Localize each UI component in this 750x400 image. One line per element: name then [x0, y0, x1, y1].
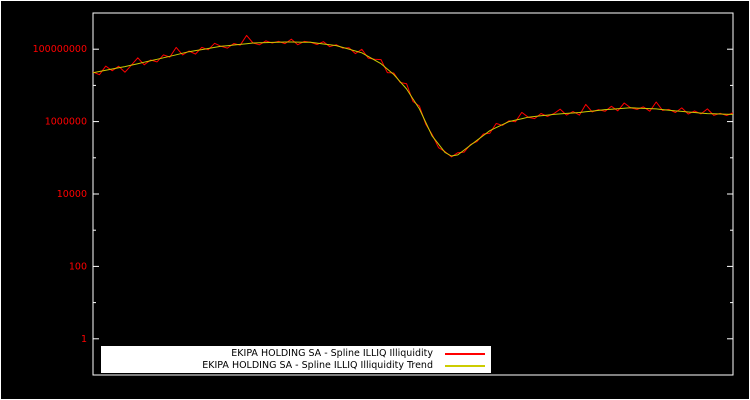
- plot-border: [92, 12, 734, 376]
- y-tick-label: 1000000: [45, 117, 87, 128]
- y-tick-label: 100000000: [33, 44, 87, 55]
- y-tick-label: 1: [81, 334, 87, 345]
- y-tick-label: 10000: [57, 189, 87, 200]
- legend: EKIPA HOLDING SA - Spline ILLIQ Illiquid…: [101, 346, 491, 373]
- legend-entry-label: EKIPA HOLDING SA - Spline ILLIQ Illiquid…: [202, 359, 433, 371]
- legend-line-sample: [445, 364, 485, 367]
- legend-entry-label: EKIPA HOLDING SA - Spline ILLIQ Illiquid…: [231, 347, 433, 359]
- legend-entry: EKIPA HOLDING SA - Spline ILLIQ Illiquid…: [105, 360, 487, 372]
- legend-line-sample: [445, 352, 485, 355]
- y-tick-label: 100: [69, 261, 87, 272]
- series-line-0: [92, 34, 734, 158]
- series-line-1: [92, 41, 734, 157]
- legend-entry: EKIPA HOLDING SA - Spline ILLIQ Illiquid…: [105, 348, 487, 360]
